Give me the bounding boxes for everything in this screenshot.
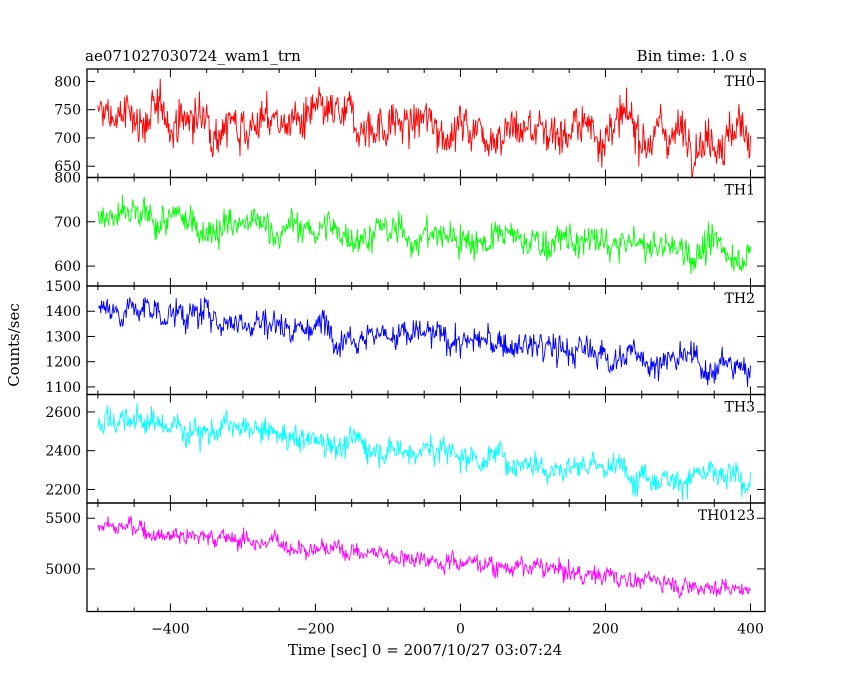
chart-title: ae071027030724_wam1_trn	[85, 47, 301, 65]
y-tick-label: 1500	[45, 279, 81, 295]
y-tick-label: 1300	[45, 329, 81, 345]
y-tick-label: 5000	[45, 562, 81, 578]
y-tick-label: 700	[54, 215, 81, 231]
y-tick-label: 2200	[45, 482, 81, 498]
series-line-th2	[97, 297, 751, 387]
bin-time-label: Bin time: 1.0 s	[637, 47, 747, 65]
y-tick-label: 2400	[45, 444, 81, 460]
x-tick-label: −200	[296, 622, 334, 638]
panel-th1: 600 700 800 TH1	[54, 171, 766, 287]
panel-label: TH2	[725, 291, 755, 307]
series-line-th3	[97, 402, 751, 501]
y-axis-label: Counts/sec	[5, 303, 23, 387]
panel-frame	[86, 176, 766, 287]
series-line-th0	[97, 78, 751, 178]
x-axis-label: Time [sec] 0 = 2007/10/27 03:07:24	[288, 641, 562, 659]
x-tick-label: −400	[151, 622, 189, 638]
x-axis: −400 −200 0 200 400	[151, 622, 764, 638]
y-tick-label: 2600	[45, 405, 81, 421]
y-tick-label: 750	[54, 103, 81, 119]
series-line-th0123	[97, 516, 751, 599]
y-tick-label: 600	[54, 259, 81, 275]
panel-th2: 1100 1200 1300 1400 1500 TH2	[45, 279, 766, 396]
panel-th3: 2200 2400 2600 TH3	[45, 393, 766, 504]
x-tick-label: 200	[592, 622, 619, 638]
x-tick-label: 400	[737, 622, 764, 638]
panel-label: TH1	[725, 183, 755, 199]
y-tick-label: 1400	[45, 304, 81, 320]
panel-th0: 650 700 750 800 TH0	[54, 68, 766, 179]
y-tick-label: 800	[54, 171, 81, 187]
y-tick-label: 1100	[45, 380, 81, 396]
panel-frame	[86, 285, 766, 396]
y-tick-label: 5500	[45, 511, 81, 527]
x-tick-label: 0	[456, 622, 465, 638]
panel-th0123: 5000 5500 TH0123	[45, 502, 766, 613]
panel-label: TH3	[725, 400, 755, 416]
y-tick-label: 650	[54, 159, 81, 175]
panel-label: TH0	[725, 74, 755, 90]
y-tick-label: 1200	[45, 355, 81, 371]
series-line-th1	[97, 195, 751, 275]
panel-frame	[86, 502, 766, 613]
y-tick-label: 700	[54, 131, 81, 147]
panel-label: TH0123	[698, 508, 755, 524]
y-tick-label: 800	[54, 74, 81, 90]
